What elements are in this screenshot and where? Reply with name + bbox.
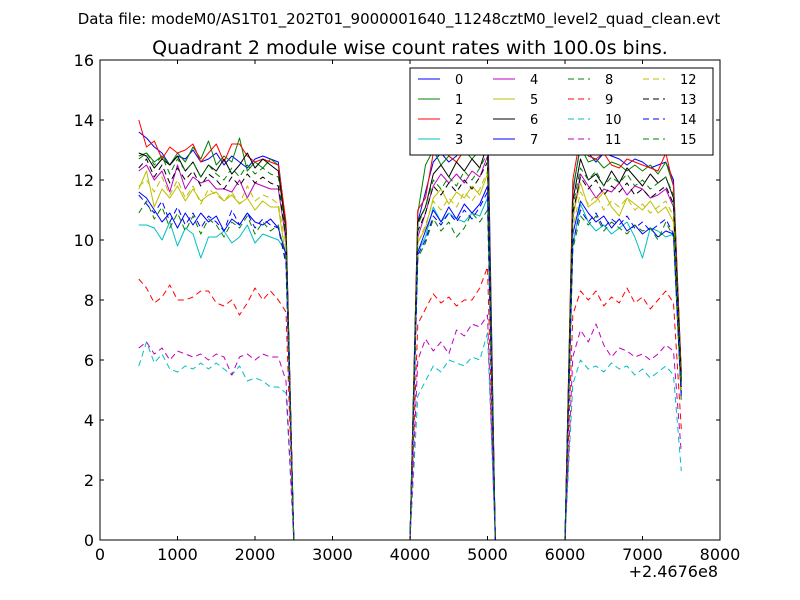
x-tick-label: 8000 — [700, 545, 741, 564]
y-tick-label: 16 — [74, 51, 94, 70]
legend-label-1: 1 — [455, 93, 463, 108]
legend-label-8: 8 — [605, 73, 613, 88]
y-tick-label: 10 — [74, 231, 94, 250]
y-tick-label: 8 — [84, 291, 94, 310]
legend-label-12: 12 — [680, 73, 697, 88]
legend-label-2: 2 — [455, 113, 463, 128]
x-tick-label: 4000 — [390, 545, 431, 564]
legend-label-10: 10 — [605, 113, 622, 128]
y-tick-label: 0 — [84, 531, 94, 550]
legend-label-14: 14 — [680, 113, 697, 128]
x-tick-label: 5000 — [467, 545, 508, 564]
legend-label-15: 15 — [680, 133, 697, 148]
x-offset-label: +2.4676e8 — [629, 562, 718, 581]
legend-label-13: 13 — [680, 93, 697, 108]
legend-label-9: 9 — [605, 93, 613, 108]
series-line-11 — [138, 314, 682, 541]
legend-label-11: 11 — [605, 133, 622, 148]
x-tick-label: 7000 — [622, 545, 663, 564]
y-tick-label: 14 — [74, 111, 94, 130]
legend-label-5: 5 — [530, 93, 538, 108]
x-tick-label: 0 — [95, 545, 105, 564]
chart-title: Quadrant 2 module wise count rates with … — [152, 37, 668, 59]
y-tick-label: 6 — [84, 351, 94, 370]
chart-suptitle: Data file: modeM0/AS1T01_202T01_90000016… — [78, 10, 721, 29]
x-tick-label: 1000 — [157, 545, 198, 564]
x-tick-label: 3000 — [312, 545, 353, 564]
legend-box — [409, 67, 714, 156]
x-tick-label: 6000 — [545, 545, 586, 564]
legend-label-7: 7 — [530, 133, 538, 148]
ticks-layer: 0 1000 2000 3000 4000 5000 6000 7000 80000246810… — [74, 51, 741, 564]
y-tick-label: 2 — [84, 471, 94, 490]
y-tick-label: 12 — [74, 171, 94, 190]
plot-frame — [99, 59, 721, 541]
legend-label-6: 6 — [530, 113, 538, 128]
legend-label-0: 0 — [455, 73, 463, 88]
legend-label-3: 3 — [455, 133, 463, 148]
legend-label-4: 4 — [530, 73, 538, 88]
x-tick-label: 2000 — [235, 545, 276, 564]
y-tick-label: 4 — [84, 411, 94, 430]
